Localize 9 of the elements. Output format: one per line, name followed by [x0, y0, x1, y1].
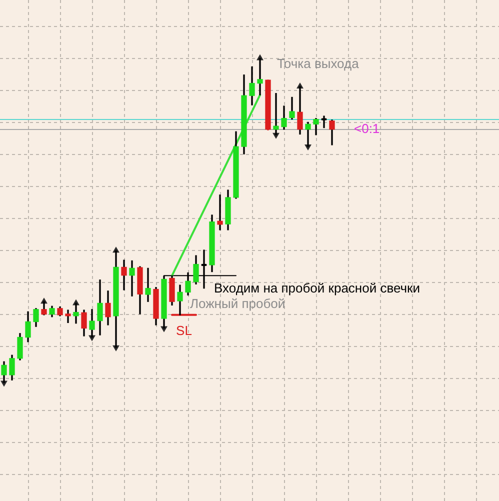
annotation: Точка выхода [277, 56, 360, 71]
candlestick [129, 260, 135, 296]
candlestick [145, 268, 151, 302]
annotation: <0:1 [354, 120, 380, 136]
candlestick [217, 194, 223, 230]
annotation: Ложный пробой [190, 296, 286, 311]
series-label: SL [176, 322, 192, 338]
candlestick [65, 310, 71, 324]
series-label: Входим на пробой красной свечки [214, 280, 420, 296]
